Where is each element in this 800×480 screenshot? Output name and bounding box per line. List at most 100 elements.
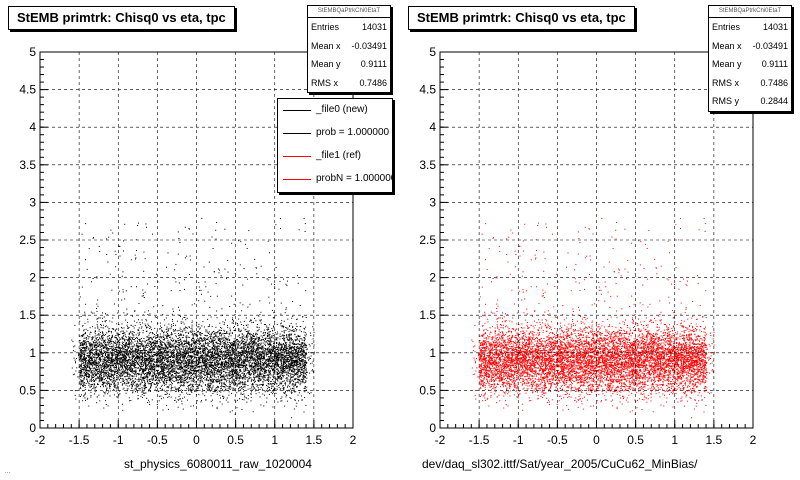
scatter-point [271, 328, 273, 329]
scatter-point [142, 322, 144, 324]
scatter-point [121, 384, 123, 386]
scatter-point [274, 348, 276, 350]
scatter-point [85, 351, 87, 353]
scatter-point [151, 332, 153, 333]
scatter-point [167, 348, 169, 350]
scatter-point [145, 350, 147, 351]
scatter-point [313, 331, 315, 333]
scatter-point [105, 344, 107, 346]
scatter-point [105, 404, 107, 405]
scatter-point [190, 391, 192, 393]
scatter-point [210, 295, 212, 297]
scatter-point [165, 317, 167, 319]
scatter-point [262, 388, 264, 390]
scatter-point [259, 389, 261, 390]
scatter-point [150, 337, 152, 339]
scatter-point [281, 345, 283, 347]
scatter-point [285, 355, 287, 357]
scatter-point [237, 361, 239, 363]
scatter-point [298, 400, 300, 402]
scatter-point [95, 364, 97, 366]
scatter-point [230, 350, 232, 352]
scatter-point [146, 355, 148, 357]
scatter-point [286, 374, 288, 376]
scatter-point [304, 366, 305, 368]
scatter-point [187, 355, 189, 357]
scatter-point [266, 365, 268, 367]
scatter-point [299, 338, 301, 340]
scatter-point [289, 355, 291, 357]
scatter-point [251, 367, 253, 369]
scatter-point [103, 375, 105, 377]
scatter-point [109, 384, 110, 386]
scatter-point [283, 347, 285, 349]
scatter-point [87, 318, 89, 320]
scatter-point [178, 388, 180, 390]
scatter-point [282, 362, 284, 364]
scatter-point [90, 347, 92, 349]
scatter-point [134, 365, 136, 367]
scatter-point [124, 382, 126, 384]
scatter-point [283, 338, 285, 340]
scatter-point [123, 240, 124, 242]
scatter-point [109, 363, 111, 365]
scatter-point [88, 383, 90, 385]
scatter-point [105, 334, 107, 336]
scatter-point [132, 364, 134, 365]
scatter-point [107, 343, 109, 345]
scatter-point [253, 378, 255, 380]
scatter-point [262, 393, 264, 395]
scatter-point [259, 355, 261, 357]
scatter-point [98, 362, 100, 364]
scatter-point [130, 286, 132, 288]
scatter-point [224, 339, 226, 341]
scatter-point [135, 367, 137, 368]
scatter-point [224, 386, 226, 388]
scatter-point [311, 362, 313, 364]
scatter-point [138, 356, 140, 358]
scatter-point [148, 372, 150, 374]
scatter-point [156, 350, 158, 352]
scatter-point [277, 333, 279, 335]
scatter-point [302, 347, 304, 348]
scatter-point [274, 358, 276, 360]
scatter-point [185, 377, 186, 378]
scatter-point [133, 352, 135, 354]
scatter-point [190, 369, 192, 371]
scatter-point [162, 363, 164, 365]
scatter-point [135, 350, 137, 352]
scatter-point [138, 340, 140, 342]
scatter-point [189, 345, 191, 347]
scatter-point [266, 340, 268, 342]
scatter-point [279, 338, 281, 340]
scatter-point [96, 347, 98, 349]
scatter-point [166, 352, 168, 354]
scatter-point [150, 347, 151, 349]
scatter-point [186, 367, 187, 368]
scatter-point [305, 290, 307, 292]
scatter-point [82, 379, 84, 381]
scatter-point [186, 357, 188, 359]
scatter-point [260, 370, 262, 372]
scatter-point [92, 353, 94, 355]
scatter-point [171, 378, 173, 380]
scatter-point [220, 375, 222, 377]
scatter-point [267, 240, 269, 242]
scatter-point [92, 375, 94, 377]
scatter-point [83, 340, 85, 342]
scatter-point [235, 365, 237, 367]
scatter-point [268, 386, 270, 388]
scatter-point [157, 345, 159, 346]
scatter-point [126, 324, 128, 326]
scatter-point [202, 343, 204, 345]
scatter-point [248, 372, 250, 374]
scatter-point [151, 378, 153, 380]
scatter-point [253, 362, 255, 364]
scatter-point [218, 333, 220, 335]
scatter-point [83, 372, 85, 374]
scatter-point [297, 346, 299, 348]
scatter-point [252, 369, 254, 371]
scatter-point [96, 351, 98, 353]
scatter-point [289, 367, 291, 369]
scatter-point [231, 344, 233, 346]
